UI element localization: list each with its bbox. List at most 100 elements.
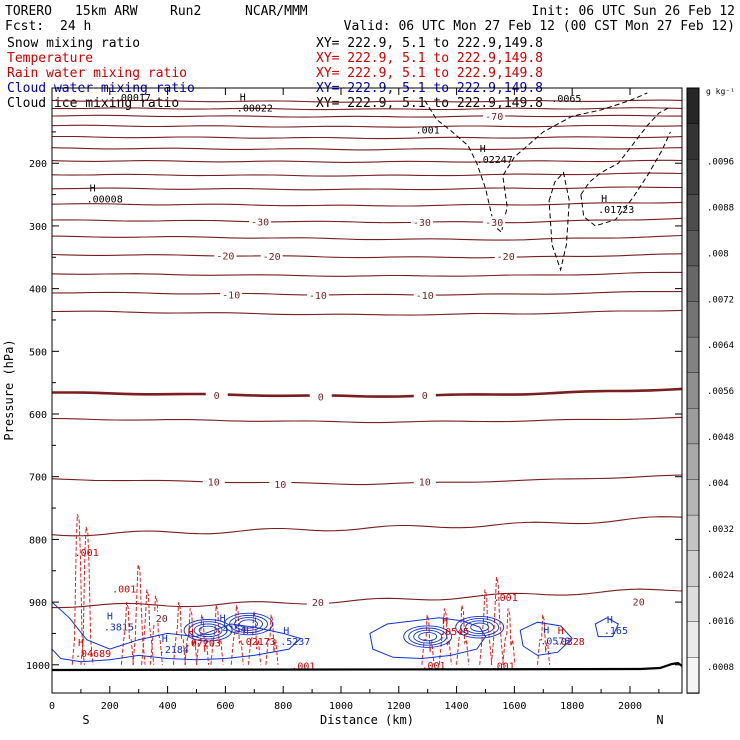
colorbar-tick-label: .0008 — [707, 663, 734, 673]
x-tick-label: 200 — [101, 701, 119, 712]
cloud-water-ring — [465, 620, 495, 635]
legend-temperature: Temperature — [7, 51, 93, 66]
label-bg — [494, 250, 517, 262]
terrain-surface — [51, 661, 683, 672]
rain-contour — [421, 614, 435, 665]
header-fcst-label: Fcst: — [5, 19, 44, 34]
cloud-water-ring — [198, 625, 218, 635]
isotherm-label: 10 — [419, 478, 431, 489]
y-tick-label: 500 — [29, 347, 47, 358]
snow-contour-label: .0065 — [551, 94, 581, 105]
isotherm-label: -20 — [263, 252, 281, 263]
isotherm--50 — [51, 159, 683, 163]
isotherm-label: -10 — [222, 290, 240, 301]
colorbar-swatch — [686, 158, 700, 196]
cloud-water-ring — [455, 615, 505, 639]
rain-contour — [120, 601, 134, 665]
y-tick-label: 700 — [29, 473, 47, 484]
isotherm-label: 0 — [422, 391, 428, 402]
temperature-contours — [51, 99, 683, 609]
legend-rain: Rain water mixing ratio — [7, 66, 187, 81]
isotherm--20 — [51, 253, 683, 259]
label-bg — [202, 475, 225, 487]
isotherm-5 — [51, 416, 683, 424]
isotherm-0 — [52, 387, 683, 398]
isotherm-label: -20 — [497, 252, 515, 263]
rain-contour — [80, 526, 94, 665]
colorbar-swatch — [686, 550, 700, 587]
direction-start: S — [82, 713, 89, 727]
label-bg — [483, 216, 506, 228]
snow-max-value: .01723 — [598, 205, 634, 216]
cloud-water-ring — [224, 612, 273, 636]
cloud-water-contour — [369, 617, 487, 660]
header-resolution: 15km ARW — [75, 4, 138, 19]
snow-max-value: .00022 — [237, 104, 273, 115]
rain-contour-label: .001 — [494, 593, 518, 604]
cloud-water-max-marker: H — [607, 615, 613, 626]
isotherm--60 — [52, 135, 683, 140]
colorbar-tick-label: .008 — [707, 249, 729, 259]
rain-contour — [184, 608, 198, 665]
label-bg — [483, 110, 506, 122]
label-bg — [306, 596, 329, 608]
cloud-water-ring — [418, 631, 438, 642]
colorbar-frame — [686, 87, 700, 694]
isotherm--70 — [51, 114, 682, 118]
isotherm-label: 20 — [312, 598, 324, 609]
rain-max-value: .04689 — [75, 649, 111, 660]
snow-max-marker: H — [601, 194, 607, 205]
label-bg — [220, 288, 243, 300]
label-bg — [309, 390, 332, 402]
x-tick-label: 0 — [49, 701, 55, 712]
isotherm-label: 10 — [208, 478, 220, 489]
rain-contour — [196, 614, 210, 665]
rain-contour — [438, 608, 452, 665]
colorbar-swatch — [686, 230, 700, 267]
cloud-water-max-value: .5237 — [280, 637, 310, 648]
rain-contour — [141, 589, 155, 665]
y-axis-label: Pressure (hPa) — [2, 339, 16, 440]
label-bg — [269, 478, 292, 490]
rain-contours — [71, 514, 551, 665]
rain-contour — [456, 605, 470, 665]
colorbar-swatch — [686, 586, 700, 623]
snow-max-value: .02247 — [477, 155, 513, 166]
legend-snow-xy: XY= 222.9, 5.1 to 222.9,149.8 — [316, 36, 543, 51]
cloud-water-contour — [519, 621, 573, 656]
legend-snow: Snow mixing ratio — [7, 36, 140, 51]
colorbar-tick-label: .004 — [707, 479, 729, 489]
label-bg — [306, 288, 329, 300]
x-tick-label: 2000 — [618, 701, 642, 712]
x-tick-label: 400 — [159, 701, 177, 712]
colorbar-swatch — [686, 514, 700, 552]
colorbar-swatch — [686, 372, 700, 410]
isotherm--40 — [51, 186, 683, 191]
rain-contour — [248, 611, 262, 665]
colorbar-tick-label: .0024 — [707, 571, 734, 581]
rain-contour — [71, 514, 85, 665]
colorbar-tick-label: .0072 — [707, 295, 734, 305]
header-fcst-value: 24 h — [60, 19, 91, 34]
rain-contour-label: .001 — [75, 548, 99, 559]
isotherm-label: -30 — [251, 218, 269, 229]
colorbar-swatch — [686, 479, 700, 516]
header-valid: Valid: 06 UTC Mon 27 Feb 12 (00 CST Mon … — [344, 19, 735, 34]
legend-cloud-ice: Cloud ice mixing ratio — [7, 96, 179, 111]
cloud-water-ring — [408, 627, 448, 646]
colorbar-swatch — [686, 657, 700, 694]
cloud-water-max-value: .165 — [604, 626, 628, 637]
cloud-water-ring — [413, 629, 443, 644]
x-tick-label: 600 — [216, 701, 234, 712]
rain-contour — [490, 576, 504, 665]
rain-contour — [149, 595, 163, 665]
colorbar-tick-label: .0056 — [707, 387, 734, 397]
colorbar-tick-label: .0048 — [707, 433, 734, 443]
x-tick-label: 1800 — [560, 701, 584, 712]
rain-max-marker: H — [442, 616, 448, 627]
rain-contour — [479, 589, 493, 665]
legend-temperature-xy: XY= 222.9, 5.1 to 222.9,149.8 — [316, 51, 543, 66]
header: TORERO 15km ARW Run2 NCAR/MMM Init: 06 U… — [5, 4, 735, 34]
snow-max-marker: H — [90, 183, 96, 194]
colorbar-unit: g kg⁻¹ — [706, 87, 735, 96]
